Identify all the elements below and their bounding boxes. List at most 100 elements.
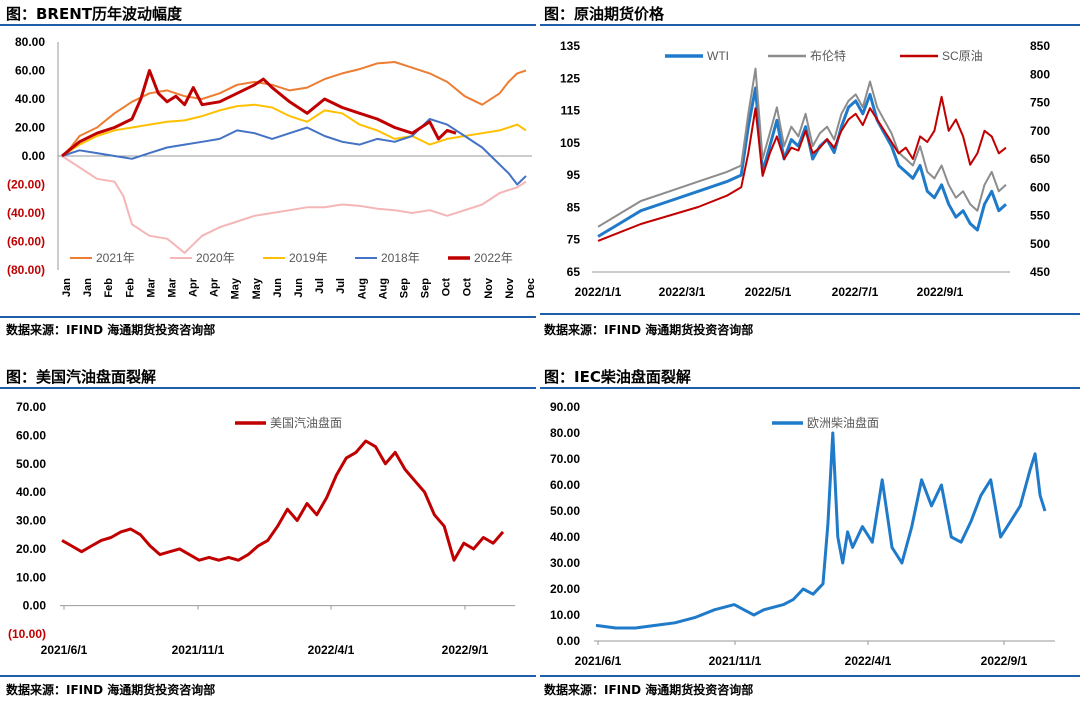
legend-label: 欧洲柴油盘面: [807, 415, 879, 430]
y-tick-label: (40.00): [7, 206, 45, 220]
x-tick-label: Feb: [124, 278, 136, 298]
y-right-tick-label: 550: [1030, 209, 1050, 223]
panel-title-gasoline: 图：美国汽油盘面裂解: [6, 368, 157, 386]
y-tick-label: 20.00: [15, 121, 45, 135]
source-note-crude: 数据来源：IFIND 海通期货投资咨询部: [544, 323, 754, 337]
y-right-tick-label: 600: [1030, 180, 1050, 194]
x-tick-label: May: [230, 277, 242, 299]
y-right-tick-label: 700: [1030, 124, 1050, 138]
panel-crude: 图：原油期货价格 135 125 115 105 95 85 75 65 850 800 750 70…: [540, 0, 1080, 351]
y-tick-label: 60.00: [15, 64, 45, 78]
x-tick-label: Sep: [398, 278, 410, 298]
y-tick-label: 0.00: [22, 149, 46, 163]
source-rule: [540, 675, 1080, 677]
x-tick-label: Mar: [145, 277, 157, 297]
panel-title-brent: 图：BRENT历年波动幅度: [6, 5, 183, 23]
title-rule: [0, 387, 536, 389]
x-tick-label: Aug: [377, 278, 389, 299]
y-right-tick-label: 450: [1030, 265, 1050, 279]
y-left-tick-label: 125: [560, 71, 580, 85]
series-line-SC原油: [597, 95, 1007, 242]
chart-crude: 135 125 115 105 95 85 75 65 850 800 750 700 650 600 55…: [560, 39, 1050, 299]
y-tick-label: 30.00: [550, 556, 580, 570]
source-rule: [0, 316, 536, 318]
x-tick-label: Mar: [166, 277, 178, 297]
y-tick-label: 10.00: [16, 570, 46, 584]
y-tick-label: 20.00: [550, 582, 580, 596]
y-right-tick-label: 750: [1030, 96, 1050, 110]
y-tick-label: (80.00): [7, 263, 45, 277]
series-line-欧洲柴油盘面: [595, 431, 1047, 630]
x-tick-label: 2022/4/1: [845, 654, 892, 668]
y-tick-label: (10.00): [8, 627, 46, 641]
y-left-tick-label: 65: [567, 265, 581, 279]
x-tick-label: 2022/7/1: [832, 285, 879, 299]
x-tick-label: Jun: [272, 278, 284, 298]
y-tick-label: 60.00: [16, 428, 46, 442]
x-tick-label: Apr: [188, 277, 200, 297]
title-rule: [0, 24, 536, 26]
x-tick-label: 2021/6/1: [575, 654, 622, 668]
x-tick-label: Feb: [103, 278, 115, 298]
legend-label: SC原油: [942, 49, 983, 63]
x-tick-label: 2022/4/1: [308, 643, 355, 657]
series-line-2021年: [61, 61, 527, 157]
chart-gasoline: 70.00 60.00 50.00 40.00 30.00 20.00 10.00 0.00 (…: [8, 400, 515, 657]
y-left-tick-label: 135: [560, 39, 580, 53]
y-tick-label: 50.00: [550, 504, 580, 518]
title-rule: [540, 387, 1080, 389]
series-line-WTI: [597, 86, 1008, 238]
x-tick-label: 2022/9/1: [917, 285, 964, 299]
y-tick-label: 60.00: [550, 478, 580, 492]
y-tick-label: 70.00: [550, 452, 580, 466]
x-tick-label: Jul: [314, 278, 326, 294]
y-left-tick-label: 115: [561, 104, 581, 118]
y-left-tick-label: 105: [560, 136, 580, 150]
y-tick-label: 80.00: [15, 35, 45, 49]
x-tick-label: 2022/9/1: [442, 643, 489, 657]
x-tick-label: Dec: [525, 278, 537, 298]
y-right-tick-label: 500: [1030, 237, 1050, 251]
y-left-tick-label: 95: [567, 168, 581, 182]
panel-brent: 图：BRENT历年波动幅度 80.00 60.00 40.00 20.00 0.00 (2…: [0, 0, 540, 351]
x-tick-label: Jul: [335, 278, 347, 294]
source-note-gasoline: 数据来源：IFIND 海通期货投资咨询部: [6, 683, 216, 697]
panel-title-crude: 图：原油期货价格: [544, 5, 665, 23]
y-tick-label: (20.00): [7, 178, 45, 192]
x-tick-label: Oct: [462, 278, 474, 297]
x-tick-label: 2022/5/1: [745, 285, 792, 299]
x-tick-label: Jan: [61, 278, 73, 297]
x-tick-label: Jun: [293, 278, 305, 298]
legend-label: 2020年: [196, 251, 235, 265]
chart-diesel: 90.00 80.00 70.00 60.00 50.00 40.00 30.00 20.00…: [550, 400, 1055, 668]
x-tick-label: Jan: [82, 278, 94, 297]
legend-label: 2018年: [381, 251, 420, 265]
y-tick-label: 30.00: [16, 514, 46, 528]
series-line-美国汽油盘面: [61, 439, 505, 562]
series-line-2022年: [61, 69, 457, 158]
y-tick-label: 0.00: [23, 599, 47, 613]
y-right-tick-label: 850: [1030, 39, 1050, 53]
x-tick-label: 2021/6/1: [41, 643, 88, 657]
series-line-布伦特: [597, 67, 1007, 228]
x-tick-label: Nov: [504, 277, 516, 299]
y-tick-label: 20.00: [16, 542, 46, 556]
panel-gasoline: 图：美国汽油盘面裂解 70.00 60.00 50.00 40.00 30.00 20.0…: [0, 351, 540, 702]
legend-label: 布伦特: [810, 48, 846, 63]
y-tick-label: 40.00: [550, 530, 580, 544]
x-tick-label: 2021/11/1: [172, 643, 225, 657]
y-tick-label: 40.00: [15, 92, 45, 106]
y-tick-label: 50.00: [16, 457, 46, 471]
x-tick-label: May: [251, 277, 263, 299]
panel-diesel: 图：IEC柴油盘面裂解 90.00 80.00 70.00 60.00 50.00 40.…: [540, 351, 1080, 702]
source-note-brent: 数据来源：IFIND 海通期货投资咨询部: [6, 323, 216, 337]
y-tick-label: 40.00: [16, 485, 46, 499]
y-right-tick-label: 650: [1030, 152, 1050, 166]
y-left-tick-label: 85: [567, 200, 581, 214]
legend-label: 2021年: [96, 251, 135, 265]
x-tick-label: Sep: [420, 278, 432, 298]
chart-brent: 80.00 60.00 40.00 20.00 0.00 (20.00) (40.00) (6…: [7, 35, 537, 299]
panel-title-diesel: 图：IEC柴油盘面裂解: [544, 368, 691, 386]
x-tick-label: Apr: [209, 277, 221, 297]
x-tick-label: Oct: [441, 278, 453, 297]
